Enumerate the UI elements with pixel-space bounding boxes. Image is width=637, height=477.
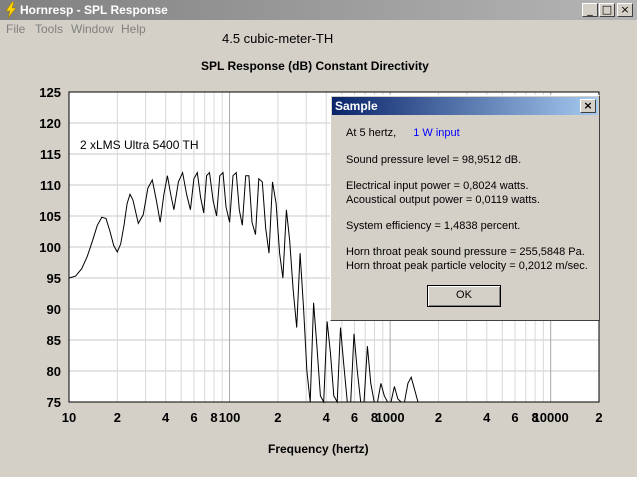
- y-tick-label: 80: [47, 364, 61, 379]
- x-tick-label: 8: [210, 410, 217, 425]
- y-tick-label: 125: [39, 85, 61, 100]
- x-tick-label: 2: [435, 410, 442, 425]
- menu-bar: File Tools Window Help: [0, 20, 637, 38]
- window-title: Hornresp - SPL Response: [20, 3, 168, 17]
- menu-window[interactable]: Window: [71, 22, 114, 36]
- menu-file[interactable]: File: [6, 22, 26, 36]
- frequency-line: At 5 hertz, 1 W input: [346, 127, 460, 139]
- x-axis-label: Frequency (hertz): [268, 442, 369, 456]
- series-legend-label: 2 xLMS Ultra 5400 TH: [80, 138, 199, 152]
- x-tick-label: 4: [162, 410, 170, 425]
- x-tick-label: 6: [511, 410, 518, 425]
- x-tick-label: 2: [595, 410, 602, 425]
- y-tick-label: 110: [40, 178, 61, 193]
- input-power-label: 1 W input: [413, 127, 460, 139]
- x-tick-label: 4: [483, 410, 491, 425]
- y-tick-label: 120: [39, 116, 61, 131]
- menu-tools[interactable]: Tools: [35, 22, 64, 36]
- spl-curve: [68, 170, 419, 404]
- acoustic-power-readout: Acoustical output power = 0,0119 watts.: [346, 194, 540, 206]
- y-tick-label: 85: [47, 333, 61, 348]
- maximize-button[interactable]: □: [599, 3, 615, 17]
- x-tick-label: 6: [190, 410, 197, 425]
- y-tick-label: 100: [39, 240, 61, 255]
- sample-dialog: Sample × At 5 hertz, 1 W input Sound pre…: [330, 95, 600, 321]
- ok-button[interactable]: OK: [427, 285, 501, 307]
- x-tick-label: 8: [371, 410, 378, 425]
- x-tick-label: 6: [351, 410, 358, 425]
- x-tick-label: 2: [114, 410, 121, 425]
- x-tick-label: 8: [531, 410, 538, 425]
- throat-pressure-readout: Horn throat peak sound pressure = 255,58…: [346, 246, 585, 258]
- frequency-label: At 5 hertz,: [346, 127, 397, 139]
- dialog-close-button[interactable]: ×: [580, 99, 596, 113]
- menu-help[interactable]: Help: [121, 22, 146, 36]
- close-button[interactable]: ×: [617, 3, 633, 17]
- y-tick-label: 90: [47, 302, 61, 317]
- x-tick-label: 4: [323, 410, 331, 425]
- x-tick-label: 100: [219, 410, 241, 425]
- throat-velocity-readout: Horn throat peak particle velocity = 0,2…: [346, 260, 588, 272]
- y-tick-label: 95: [47, 271, 61, 286]
- x-tick-label: 10000: [533, 410, 569, 425]
- x-tick-label: 10: [62, 410, 76, 425]
- project-subtitle: 4.5 cubic-meter-TH: [222, 31, 334, 46]
- efficiency-readout: System efficiency = 1,4838 percent.: [346, 220, 521, 232]
- x-tick-label: 2: [274, 410, 281, 425]
- y-tick-label: 115: [40, 147, 61, 162]
- spl-readout: Sound pressure level = 98,9512 dB.: [346, 154, 522, 166]
- dialog-title-bar[interactable]: Sample ×: [332, 97, 598, 115]
- minimize-button[interactable]: _: [582, 3, 598, 17]
- app-lightning-icon: [5, 2, 17, 18]
- y-tick-label: 105: [39, 209, 61, 224]
- electrical-power-readout: Electrical input power = 0,8024 watts.: [346, 180, 529, 192]
- title-bar[interactable]: Hornresp - SPL Response _ □ ×: [0, 0, 637, 20]
- y-tick-label: 75: [47, 395, 61, 410]
- x-tick-label: 1000: [376, 410, 405, 425]
- chart-title: SPL Response (dB) Constant Directivity: [201, 59, 429, 73]
- dialog-title: Sample: [335, 99, 378, 113]
